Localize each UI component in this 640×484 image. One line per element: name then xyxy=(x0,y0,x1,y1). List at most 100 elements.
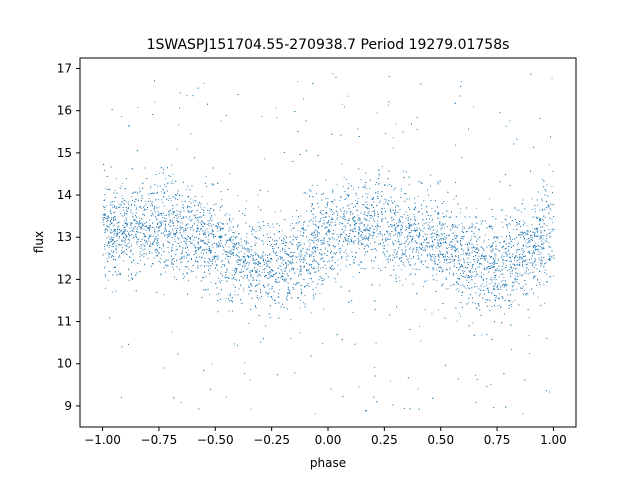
data-point xyxy=(235,242,237,244)
data-point xyxy=(179,221,181,223)
data-point xyxy=(398,276,400,278)
data-point xyxy=(116,222,118,224)
data-point xyxy=(515,288,517,290)
data-point xyxy=(347,95,349,97)
data-point xyxy=(161,199,163,201)
data-point xyxy=(318,226,320,228)
data-point xyxy=(462,236,464,237)
data-point xyxy=(282,271,283,273)
data-point xyxy=(325,268,327,269)
data-point xyxy=(232,236,234,237)
data-point xyxy=(225,298,227,300)
data-point xyxy=(249,271,251,273)
data-point xyxy=(492,262,494,264)
data-point xyxy=(398,241,400,243)
data-point xyxy=(250,273,252,275)
data-point xyxy=(170,200,172,201)
data-point xyxy=(228,250,230,252)
data-point xyxy=(350,214,351,216)
data-point xyxy=(348,194,350,196)
data-point xyxy=(499,276,500,278)
data-point xyxy=(383,207,385,209)
data-point xyxy=(251,270,253,272)
data-point xyxy=(453,263,455,265)
data-point xyxy=(228,310,230,312)
data-point xyxy=(414,263,416,265)
data-point xyxy=(364,201,366,203)
data-point xyxy=(508,300,509,301)
data-point xyxy=(199,231,201,232)
data-point xyxy=(317,206,319,208)
data-point xyxy=(255,305,256,306)
data-point xyxy=(245,269,247,271)
data-point xyxy=(531,264,533,266)
data-point xyxy=(534,267,535,268)
data-point xyxy=(443,239,445,241)
data-point xyxy=(497,305,498,307)
data-point xyxy=(388,234,390,236)
data-point xyxy=(300,255,302,257)
data-point xyxy=(187,210,189,212)
data-point xyxy=(527,225,529,227)
data-point xyxy=(180,225,182,227)
data-point xyxy=(304,255,306,257)
data-point xyxy=(483,241,485,243)
data-point xyxy=(330,265,332,267)
data-point xyxy=(334,224,336,226)
data-point xyxy=(246,278,248,279)
data-point xyxy=(154,206,156,207)
data-point xyxy=(374,231,376,233)
data-point xyxy=(203,214,204,216)
data-point xyxy=(516,209,518,211)
data-point xyxy=(385,256,387,258)
data-point xyxy=(119,229,120,231)
data-point xyxy=(324,227,326,229)
data-point xyxy=(109,201,111,203)
data-point xyxy=(347,183,349,185)
data-point xyxy=(323,220,325,221)
data-point xyxy=(231,229,233,231)
data-point xyxy=(244,362,246,364)
data-point xyxy=(194,215,196,217)
data-point xyxy=(254,262,256,264)
data-point xyxy=(387,244,389,246)
data-point xyxy=(501,209,502,211)
data-point xyxy=(530,258,532,260)
data-point xyxy=(368,236,369,238)
data-point xyxy=(542,208,543,210)
data-point xyxy=(172,244,174,246)
data-point xyxy=(357,201,359,202)
data-point xyxy=(438,255,440,257)
data-point xyxy=(502,247,503,249)
data-point xyxy=(447,288,449,289)
data-point xyxy=(122,224,124,226)
data-point xyxy=(249,270,251,272)
data-point xyxy=(152,235,154,237)
data-point xyxy=(250,408,252,410)
data-point xyxy=(181,201,183,202)
data-point xyxy=(232,274,233,276)
data-point xyxy=(546,235,548,237)
data-point xyxy=(546,225,548,226)
data-point xyxy=(114,201,116,202)
data-point xyxy=(323,223,325,225)
data-point xyxy=(357,198,359,199)
data-point xyxy=(497,268,498,269)
data-point xyxy=(476,207,477,209)
data-point xyxy=(376,227,378,229)
data-point xyxy=(230,251,232,253)
data-point xyxy=(468,302,470,304)
data-point xyxy=(459,212,461,214)
data-point xyxy=(151,243,153,244)
data-point xyxy=(121,201,123,203)
data-point xyxy=(287,293,288,295)
data-point xyxy=(212,259,213,261)
data-point xyxy=(112,204,114,206)
data-point xyxy=(340,236,341,238)
data-point xyxy=(540,226,541,228)
data-point xyxy=(507,284,508,286)
data-point xyxy=(511,306,513,307)
data-point xyxy=(241,241,243,243)
data-point xyxy=(295,256,297,258)
